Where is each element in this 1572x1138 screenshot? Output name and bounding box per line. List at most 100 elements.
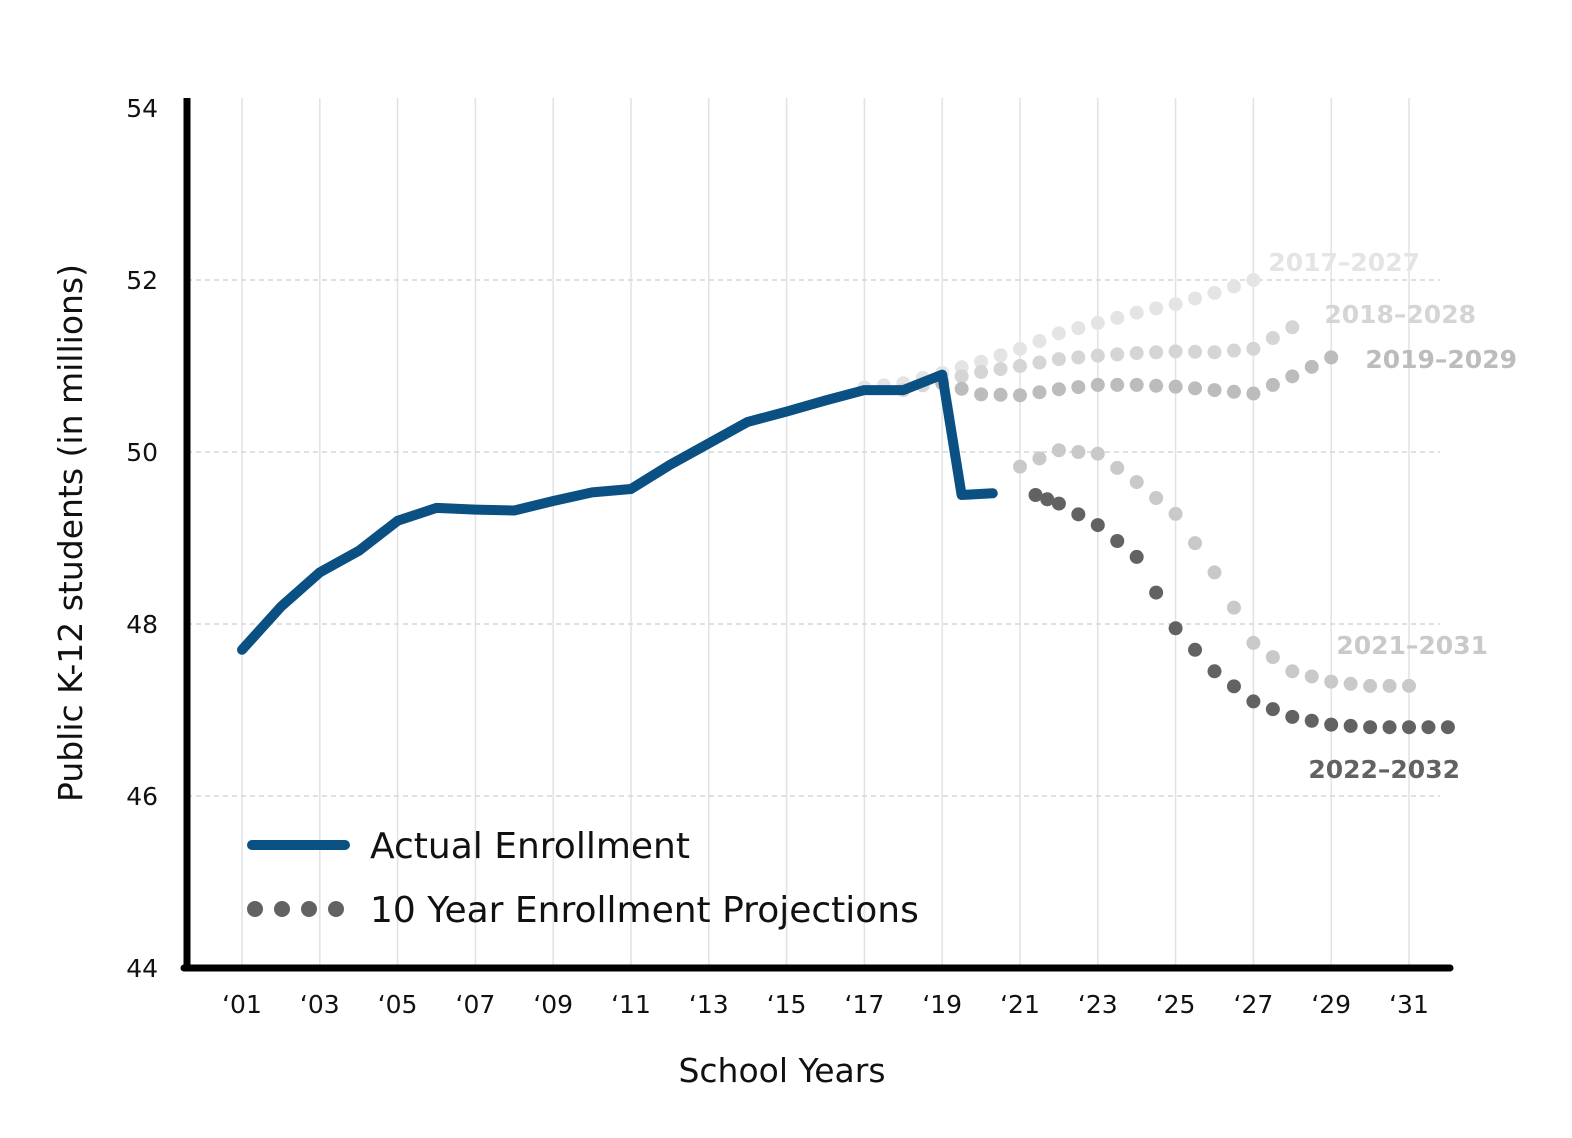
legend: Actual Enrollment 10 Year Enrollment Pro… [247, 826, 919, 931]
projection-point [1226, 279, 1241, 294]
projection-point [1363, 720, 1378, 735]
projection-point [1071, 321, 1086, 336]
projection-point [1207, 664, 1222, 679]
projection-point [1188, 642, 1203, 657]
projection-point [1363, 678, 1378, 693]
y-tick-label: 52 [126, 266, 158, 295]
x-tick-label: ‘23 [1078, 990, 1118, 1019]
projection-point [1207, 565, 1222, 580]
projection-point [1110, 347, 1125, 362]
projection-label: 2019–2029 [1365, 345, 1517, 374]
projection-point [1071, 380, 1086, 395]
projection-point [1090, 446, 1105, 461]
projection-point [1324, 717, 1339, 732]
projection-point [954, 381, 969, 396]
projection-point [1246, 635, 1261, 650]
projection-point [1013, 459, 1027, 474]
projection-point [1149, 345, 1164, 360]
x-tick-label: ‘27 [1234, 990, 1274, 1019]
projection-point [1343, 718, 1358, 733]
projection-point [1285, 369, 1300, 384]
legend-dot [247, 901, 263, 917]
projection-series [1028, 488, 1455, 735]
data-series [237, 273, 1455, 735]
axes [180, 98, 1454, 972]
projection-point [1226, 384, 1241, 399]
projection-series [857, 273, 1261, 395]
projection-point [1051, 326, 1066, 341]
x-tick-label: ‘03 [300, 990, 340, 1019]
projection-point [1304, 359, 1319, 374]
y-axis-title: Public K-12 students (in millions) [51, 264, 90, 802]
projection-point [1149, 585, 1164, 600]
projection-point [1051, 352, 1066, 367]
projection-point [1168, 297, 1183, 312]
projection-point [1265, 331, 1280, 346]
projection-point [1032, 355, 1047, 370]
projection-point [1051, 443, 1066, 458]
projection-point [993, 387, 1008, 402]
projection-labels: 2017–2027 2018–2028 2019–2029 2021–2031 2022… [1268, 248, 1517, 784]
projection-point [1149, 301, 1164, 316]
projection-point [1090, 518, 1105, 533]
projection-point [1028, 488, 1043, 502]
projection-point [1402, 678, 1416, 693]
projection-point [1265, 650, 1280, 665]
x-tick-label: ‘15 [767, 990, 807, 1019]
projection-point [1090, 316, 1105, 330]
x-tick-label: ‘07 [456, 990, 496, 1019]
x-tick-label: ‘25 [1156, 990, 1196, 1019]
projection-point [1032, 334, 1047, 349]
projection-point [1246, 694, 1261, 709]
projection-point [1188, 381, 1203, 396]
projection-point [1226, 343, 1241, 358]
projection-point [1051, 496, 1066, 511]
x-axis-title: School Years [678, 1051, 885, 1090]
projection-point [1110, 310, 1125, 325]
projection-point [1032, 385, 1047, 400]
projection-point [1285, 709, 1300, 724]
projection-point [1207, 345, 1222, 360]
projection-point [1129, 377, 1144, 392]
x-tick-label: ‘19 [922, 990, 962, 1019]
projection-point [1402, 720, 1416, 735]
legend-dot [274, 901, 290, 917]
projection-point [1040, 492, 1055, 507]
projection-point [1188, 536, 1203, 551]
projection-point [1246, 341, 1261, 356]
projection-point [1110, 534, 1125, 549]
projection-point [1246, 273, 1261, 287]
projection-point [1382, 678, 1397, 693]
y-tick-label: 48 [126, 610, 158, 639]
projection-point [1149, 491, 1164, 506]
projection-point [1265, 702, 1280, 717]
projection-point [1013, 341, 1027, 356]
projection-point [1149, 378, 1164, 393]
actual-enrollment-line [237, 369, 998, 655]
projection-point [1226, 679, 1241, 694]
projection-point [1013, 388, 1027, 403]
projection-point [1168, 506, 1183, 521]
projection-point [1188, 344, 1203, 359]
projection-point [1090, 348, 1105, 363]
x-tick-label: ‘13 [689, 990, 729, 1019]
projection-label: 2022–2032 [1308, 755, 1460, 784]
y-tick-label: 54 [126, 94, 158, 123]
legend-dot [301, 901, 317, 917]
tick-labels: ‘01 ‘03 ‘05 ‘07 ‘09 ‘11 ‘13 ‘15 ‘17 ‘19 ‘21 ‘23 ‘25 ‘… [126, 94, 1429, 1019]
projection-point [1324, 674, 1339, 689]
x-tick-label: ‘05 [378, 990, 418, 1019]
projection-point [1129, 305, 1144, 320]
projection-point [1051, 382, 1066, 397]
projection-point [1129, 475, 1144, 490]
projection-point [1071, 507, 1086, 522]
projection-point [1246, 386, 1261, 401]
x-tick-label: ‘29 [1311, 990, 1351, 1019]
projection-point [1285, 320, 1300, 335]
projection-point [1188, 291, 1203, 306]
x-tick-label: ‘09 [533, 990, 573, 1019]
x-tick-label: ‘01 [222, 990, 262, 1019]
projection-point [1129, 346, 1144, 361]
x-tick-label: ‘31 [1389, 990, 1429, 1019]
projection-point [1168, 379, 1183, 394]
